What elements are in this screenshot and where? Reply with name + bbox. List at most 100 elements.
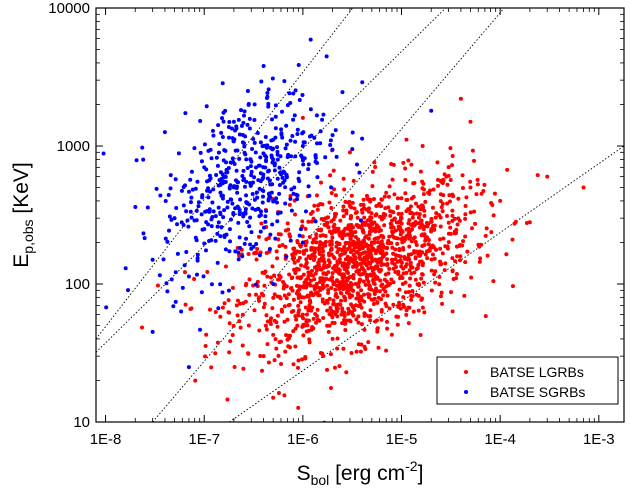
data-point bbox=[340, 90, 345, 95]
data-point bbox=[429, 108, 434, 113]
data-point bbox=[329, 206, 334, 211]
data-point bbox=[258, 155, 263, 160]
data-point bbox=[225, 199, 230, 204]
data-point bbox=[330, 275, 335, 280]
data-point bbox=[306, 162, 311, 167]
data-point bbox=[360, 257, 365, 262]
data-point bbox=[218, 170, 223, 175]
data-point bbox=[209, 365, 214, 370]
data-point bbox=[421, 280, 426, 285]
data-point bbox=[266, 87, 271, 92]
data-point bbox=[264, 155, 269, 160]
data-point bbox=[324, 265, 329, 270]
data-point bbox=[322, 260, 327, 265]
data-point bbox=[186, 274, 191, 279]
data-point bbox=[292, 113, 297, 118]
data-point bbox=[364, 274, 369, 279]
data-point bbox=[303, 209, 308, 214]
data-point bbox=[264, 313, 269, 318]
data-point bbox=[367, 254, 372, 259]
data-point bbox=[370, 222, 375, 227]
data-point bbox=[490, 203, 495, 208]
data-point bbox=[242, 241, 247, 246]
data-point bbox=[369, 259, 374, 264]
data-point bbox=[318, 350, 323, 355]
data-point bbox=[303, 243, 308, 248]
data-point bbox=[185, 218, 190, 223]
data-point bbox=[341, 229, 346, 234]
data-point bbox=[426, 242, 431, 247]
data-point bbox=[272, 358, 277, 363]
data-point bbox=[428, 246, 433, 251]
data-point bbox=[368, 197, 373, 202]
data-point bbox=[440, 209, 445, 214]
data-point bbox=[258, 229, 263, 234]
data-point bbox=[359, 297, 364, 302]
data-point bbox=[205, 179, 210, 184]
data-point bbox=[230, 156, 235, 161]
data-point bbox=[535, 173, 540, 178]
data-point bbox=[411, 236, 416, 241]
data-point bbox=[366, 314, 371, 319]
data-point bbox=[291, 362, 296, 367]
data-point bbox=[403, 264, 408, 269]
data-point bbox=[411, 309, 416, 314]
data-point bbox=[242, 176, 247, 181]
data-point bbox=[231, 323, 236, 328]
data-point bbox=[263, 135, 268, 140]
data-point bbox=[192, 218, 197, 223]
data-point bbox=[357, 252, 362, 257]
data-point bbox=[312, 246, 317, 251]
data-point bbox=[351, 288, 356, 293]
data-point bbox=[320, 241, 325, 246]
data-point bbox=[254, 257, 259, 262]
data-point bbox=[307, 340, 312, 345]
data-point bbox=[374, 212, 379, 217]
data-point bbox=[296, 267, 301, 272]
data-point bbox=[300, 144, 305, 148]
data-point bbox=[340, 306, 345, 311]
data-point bbox=[391, 280, 396, 285]
data-point bbox=[300, 324, 305, 329]
data-point bbox=[331, 168, 336, 173]
data-point bbox=[378, 257, 383, 262]
data-point bbox=[228, 183, 233, 188]
data-point bbox=[296, 308, 301, 313]
data-point bbox=[273, 126, 278, 131]
data-point bbox=[390, 230, 395, 235]
data-point bbox=[483, 314, 488, 319]
data-point bbox=[282, 79, 287, 84]
data-point bbox=[379, 317, 384, 322]
data-point bbox=[432, 272, 437, 277]
data-point bbox=[280, 175, 285, 180]
data-point bbox=[298, 276, 303, 281]
data-point bbox=[409, 162, 414, 167]
data-point bbox=[188, 177, 193, 182]
data-point bbox=[242, 144, 247, 149]
data-point bbox=[266, 360, 271, 365]
series-0 bbox=[140, 96, 586, 422]
data-point bbox=[409, 239, 414, 244]
data-point bbox=[288, 238, 293, 243]
data-point bbox=[362, 292, 367, 297]
data-point bbox=[252, 308, 257, 313]
data-point bbox=[328, 142, 333, 147]
data-point bbox=[432, 227, 437, 232]
data-point bbox=[283, 201, 288, 206]
data-point bbox=[253, 292, 258, 297]
data-point bbox=[341, 204, 346, 209]
data-point bbox=[253, 207, 258, 212]
data-point bbox=[291, 117, 296, 122]
data-point bbox=[198, 150, 203, 155]
data-point bbox=[281, 286, 286, 291]
data-point bbox=[238, 301, 243, 306]
data-point bbox=[271, 295, 276, 300]
data-point bbox=[376, 203, 381, 208]
data-point bbox=[348, 216, 353, 221]
data-point bbox=[429, 288, 434, 293]
data-point bbox=[348, 250, 353, 255]
data-point bbox=[404, 234, 409, 239]
data-point bbox=[326, 215, 331, 220]
data-point bbox=[158, 193, 163, 198]
data-point bbox=[373, 286, 378, 291]
